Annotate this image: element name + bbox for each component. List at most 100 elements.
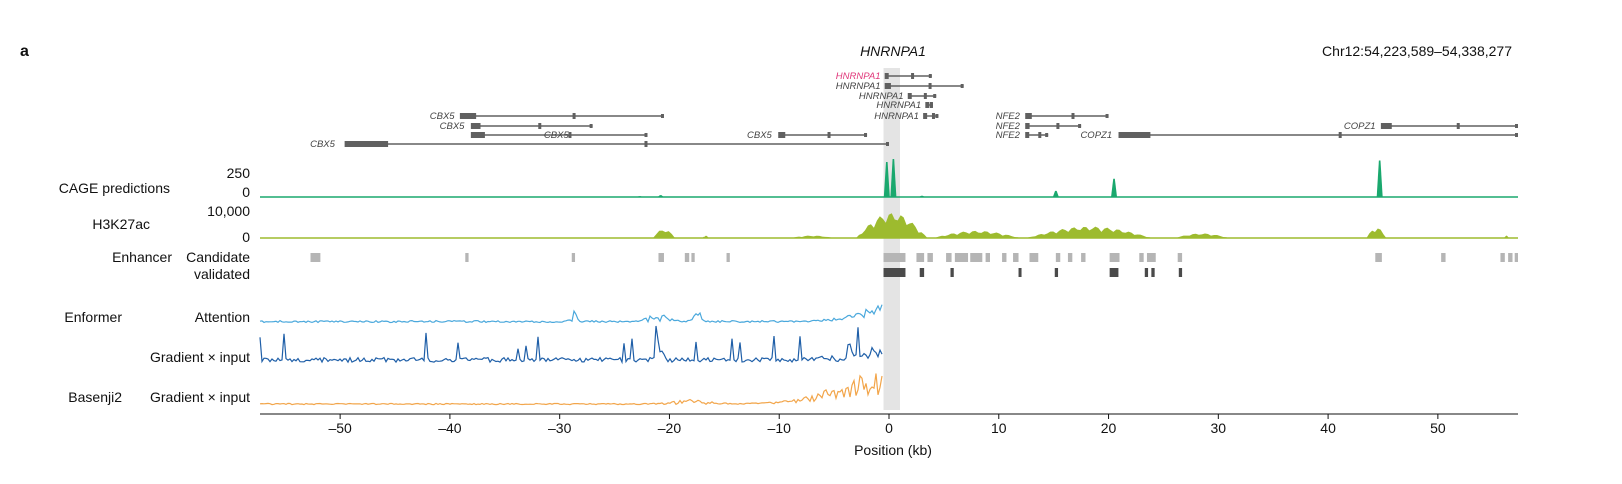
gene-exon [1078,124,1082,128]
gene-exon [1025,123,1030,129]
gene-label: CBX5 [440,121,466,132]
gene-exon [886,142,889,146]
enhancer-candidate-bar [954,253,969,262]
gene-exon [923,113,928,119]
gene-exon [864,133,868,137]
h3k27ac-signal [856,213,928,238]
gene-exon [1515,133,1518,137]
chart-title: HNRNPA1 [860,43,926,59]
h3k27ac-track [260,213,1518,239]
gene-exon [1338,132,1342,138]
gene-exon [644,133,648,137]
cage-peak [636,196,643,197]
basenji-gradient-track [259,373,883,406]
x-tick-label: 10 [991,420,1007,436]
gene-exon [884,83,891,89]
h3k27ac-signal [1174,233,1230,238]
enhancer-candidate-bar [1500,253,1505,262]
enformer-attention-label: Attention [195,309,250,325]
enhancer-candidate-bar [1139,253,1144,262]
gene-exon [884,73,889,79]
enhancer-candidate-bar [1177,253,1183,262]
x-tick-label: 30 [1211,420,1227,436]
gene-annotation-track: HNRNPA1HNRNPA1HNRNPA1HNRNPA1HNRNPA1CBX5C… [310,71,1518,150]
enhancer-candidate-bar [970,253,983,262]
x-tick-label: –20 [658,420,682,436]
cage-peak [918,195,925,197]
gene-label: HNRNPA1 [836,81,881,92]
gene-exon [933,94,937,98]
x-tick-label: 50 [1430,420,1446,436]
enhancer-candidate-bar [1146,253,1156,262]
gene-label: COPZ1 [1080,130,1112,141]
x-tick-label: –10 [768,420,792,436]
enhancer-validated-bar [1151,268,1155,277]
enhancer-candidate-bar [1067,253,1073,262]
h3k27ac-signal [1026,226,1153,238]
enhancer-validated-label: validated [194,266,250,282]
x-tick-label: 0 [885,420,893,436]
x-tick-label: –40 [438,420,462,436]
enformer-gradient-track [259,325,883,365]
gene-exon [568,132,572,138]
cage-peak [657,195,664,197]
enhancer-candidate-bar [1081,253,1086,262]
enhancer-candidate-bar [310,253,321,262]
gene-exon [928,83,932,89]
h3k27ac-signal [1366,228,1387,238]
enhancer-candidate-bar [1029,253,1039,262]
attention-line [259,304,883,324]
enhancer-candidate-bar [1375,253,1382,262]
enhancer-candidate-bar [658,253,664,262]
enhancer-validated-bar [1144,268,1149,277]
h3k27ac-signal [1503,235,1510,238]
enhancer-validated-bar [883,268,906,277]
x-tick-label: 40 [1320,420,1336,436]
gene-exon [589,124,593,128]
gene-label: NFE2 [996,130,1021,141]
gene-label: HNRNPA1 [836,71,881,82]
enhancer-candidate-bar [1002,253,1007,262]
gene-exon [1118,132,1151,138]
cage-peak [1052,190,1059,197]
basenji-line [259,373,883,406]
genomic-coordinates: Chr12:54,223,589–54,338,277 [1322,43,1512,59]
x-tick-label: 20 [1101,420,1117,436]
enhancer-candidate-label: Candidate [186,249,250,265]
cage-ytick-min: 0 [242,184,250,200]
gene-exon [459,113,477,119]
highlight-band [883,68,900,410]
enhancer-track [310,253,1518,277]
gene-exon [925,102,930,108]
gene-exon [344,141,389,147]
enhancer-candidate-bar [985,253,990,262]
enhancer-validated-bar [1178,268,1183,277]
enhancer-candidate-bar [684,253,690,262]
enhancer-candidate-bar [726,253,730,262]
gene-exon [1056,123,1060,129]
gene-exon [1105,114,1109,118]
h3k27ac-ytick-min: 0 [242,229,250,245]
cage-predictions-track [260,159,1518,198]
h3k27ac-ytick-max: 10,000 [207,203,250,219]
h3k27ac-signal [702,235,709,238]
x-axis-label: Position (kb) [854,442,932,458]
panel-label: a [20,43,29,60]
gene-exon [1045,133,1049,137]
gene-exon [929,103,933,107]
gene-exon [572,113,576,119]
enhancer-candidate-bar [883,253,906,262]
gene-exon [1025,132,1030,138]
enhancer-candidate-bar [916,253,925,262]
enhancer-candidate-bar [1441,253,1446,262]
gene-exon [923,93,927,99]
gene-label: HNRNPA1 [876,100,921,111]
basenji-group-label: Basenji2 [68,389,122,405]
gradient-line [259,325,883,365]
enhancer-candidate-bar [1013,253,1019,262]
gene-exon [660,114,664,118]
gene-exon [644,141,648,147]
enhancer-candidate-bar [1508,253,1513,262]
h3k27ac-track-label: H3K27ac [92,216,150,232]
